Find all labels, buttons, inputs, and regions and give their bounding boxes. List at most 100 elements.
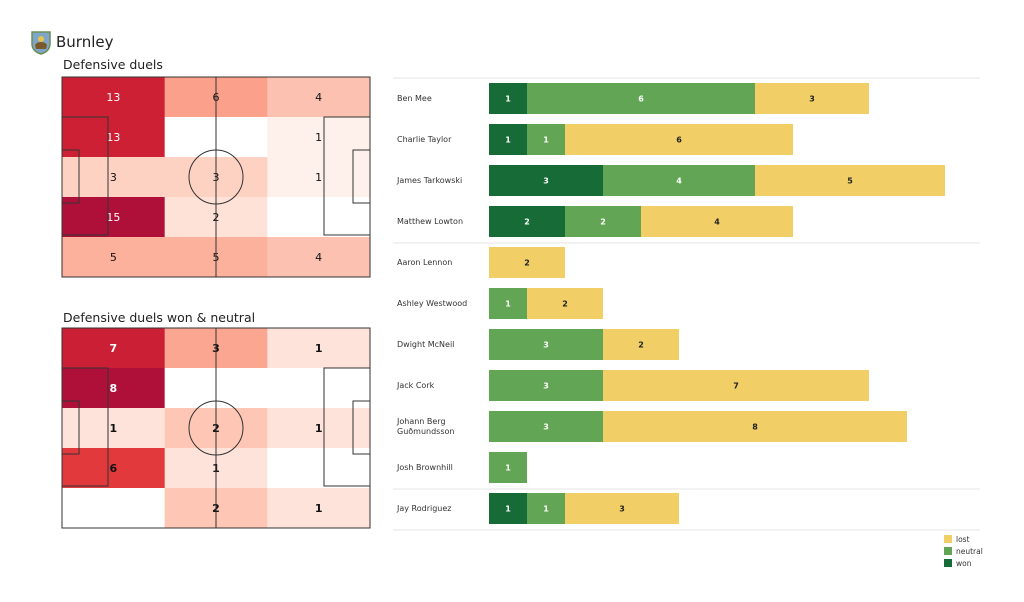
bar-value-neutral: 6 bbox=[638, 95, 644, 104]
goal-box-left bbox=[61, 149, 80, 204]
heatmap-cell-value: 1 bbox=[110, 422, 118, 435]
legend-swatch bbox=[944, 559, 952, 567]
bar-segment-won bbox=[489, 124, 527, 155]
bar-segment-neutral bbox=[603, 165, 755, 196]
heatmap-cell bbox=[267, 77, 371, 118]
bar-value-neutral: 3 bbox=[543, 382, 549, 391]
bar-value-won: 3 bbox=[543, 177, 549, 186]
centre-circle bbox=[188, 400, 244, 456]
bar-value-lost: 4 bbox=[714, 218, 720, 227]
centre-circle bbox=[188, 149, 244, 205]
bar-value-neutral: 1 bbox=[505, 300, 511, 309]
player-label: Ben Mee bbox=[397, 93, 432, 103]
bar-value-lost: 2 bbox=[524, 259, 530, 268]
player-label: Jack Cork bbox=[397, 380, 435, 390]
heatmap-cell bbox=[62, 237, 166, 278]
heatmap-cell-value: 3 bbox=[110, 171, 117, 184]
bar-segment-lost bbox=[489, 247, 565, 278]
legend-swatch bbox=[944, 535, 952, 543]
bar-segment-lost bbox=[527, 288, 603, 319]
bar-value-neutral: 2 bbox=[600, 218, 606, 227]
bar-segment-neutral bbox=[527, 493, 565, 524]
bar-segment-neutral bbox=[489, 370, 603, 401]
bar-value-won: 2 bbox=[524, 218, 530, 227]
bar-value-won: 1 bbox=[505, 136, 511, 145]
player-label: Dwight McNeil bbox=[397, 339, 455, 349]
player-label: Josh Brownhill bbox=[397, 462, 453, 472]
bar-value-lost: 5 bbox=[847, 177, 853, 186]
heatmap-cell bbox=[267, 237, 371, 278]
heatmap-cell bbox=[62, 197, 166, 238]
player-label: James Tarkowski bbox=[397, 175, 463, 185]
bar-value-neutral: 4 bbox=[676, 177, 682, 186]
heatmap-cell-value: 8 bbox=[110, 382, 118, 395]
bar-segment-lost bbox=[641, 206, 793, 237]
legend-item-lost: lost bbox=[944, 535, 970, 544]
heatmap-cell bbox=[62, 328, 166, 369]
player-label: Jay Rodriguez bbox=[397, 503, 452, 513]
bar-segment-won bbox=[489, 165, 603, 196]
bar-value-lost: 3 bbox=[809, 95, 815, 104]
heatmap-cell bbox=[267, 488, 371, 529]
legend-label: won bbox=[956, 559, 972, 568]
bar-segment-lost bbox=[565, 124, 793, 155]
heatmap-cell bbox=[267, 197, 371, 238]
heatmap-cell-value: 4 bbox=[315, 251, 322, 264]
player-label: Charlie Taylor bbox=[397, 134, 452, 144]
bar-value-neutral: 1 bbox=[543, 505, 549, 514]
bar-value-lost: 3 bbox=[619, 505, 625, 514]
heatmap-cell-value: 1 bbox=[315, 171, 322, 184]
bar-segment-lost bbox=[565, 493, 679, 524]
heatmap-cell-value: 4 bbox=[315, 91, 322, 104]
heatmap-cell-value: 15 bbox=[106, 211, 120, 224]
heatmap-1: 7 3 181 2 16 12 1 bbox=[61, 327, 371, 529]
legend-item-won: won bbox=[944, 559, 971, 568]
heatmap-cell-value: 1 bbox=[315, 131, 322, 144]
bar-segment-neutral bbox=[489, 329, 603, 360]
heatmap-cell bbox=[267, 368, 371, 409]
heatmap-cell bbox=[62, 77, 166, 118]
bar-value-won: 1 bbox=[505, 95, 511, 104]
player-label: Johann Berg Guðmundsson bbox=[397, 416, 455, 436]
heatmap-cell-value: 5 bbox=[110, 251, 117, 264]
heatmap-title-won-neutral: Defensive duels won & neutral bbox=[63, 310, 256, 325]
bar-segment-lost bbox=[755, 165, 945, 196]
bar-value-neutral: 3 bbox=[543, 341, 549, 350]
legend-swatch bbox=[944, 547, 952, 555]
bar-segment-neutral bbox=[565, 206, 641, 237]
player-label: Aaron Lennon bbox=[397, 257, 453, 267]
player-label: Ashley Westwood bbox=[397, 298, 468, 308]
heatmap-cell bbox=[62, 488, 166, 529]
legend-item-neutral: neutral bbox=[944, 547, 983, 556]
goal-box-right bbox=[352, 149, 371, 204]
heatmap-cell-value: 1 bbox=[315, 422, 323, 435]
bar-value-neutral: 1 bbox=[543, 136, 549, 145]
bar-segment-neutral bbox=[489, 411, 603, 442]
heatmap-cell-value: 13 bbox=[106, 131, 120, 144]
heatmap-cell bbox=[62, 448, 166, 489]
heatmap-cell-value: 7 bbox=[110, 342, 118, 355]
bar-segment-neutral bbox=[489, 288, 527, 319]
bar-segment-lost bbox=[603, 329, 679, 360]
heatmap-cell bbox=[267, 448, 371, 489]
bar-value-neutral: 1 bbox=[505, 464, 511, 473]
heatmap-cell-value: 1 bbox=[315, 502, 323, 515]
bar-segment-won bbox=[489, 493, 527, 524]
heatmap-cell-value: 1 bbox=[315, 342, 323, 355]
heatmap-cell-value: 13 bbox=[106, 91, 120, 104]
team-name: Burnley bbox=[56, 33, 114, 51]
bar-segment-won bbox=[489, 206, 565, 237]
bar-value-lost: 2 bbox=[638, 341, 644, 350]
bar-value-won: 1 bbox=[505, 505, 511, 514]
bar-segment-won bbox=[489, 83, 527, 114]
bar-value-lost: 6 bbox=[676, 136, 682, 145]
bar-segment-lost bbox=[603, 411, 907, 442]
player-label: Matthew Lowton bbox=[397, 216, 464, 226]
bar-value-lost: 2 bbox=[562, 300, 568, 309]
bar-segment-lost bbox=[755, 83, 869, 114]
burnley-crest-icon bbox=[31, 31, 51, 55]
bar-segment-neutral bbox=[527, 124, 565, 155]
bar-segment-neutral bbox=[527, 83, 755, 114]
